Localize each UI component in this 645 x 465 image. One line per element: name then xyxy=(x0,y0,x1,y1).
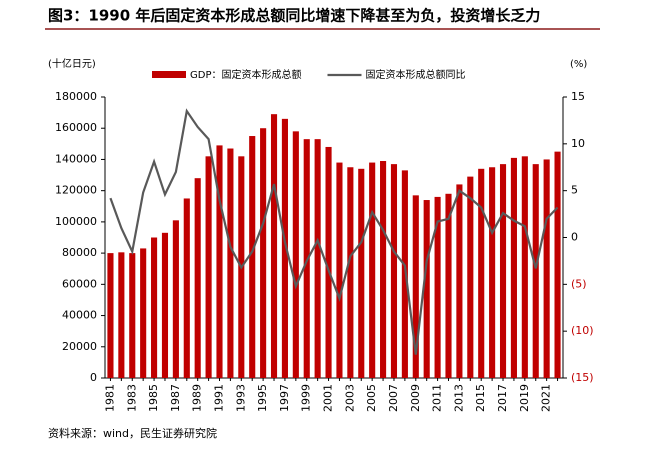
x-tick-label: 2005 xyxy=(365,384,378,412)
y2-tick-label: 10 xyxy=(571,137,585,150)
x-tick-label: 2019 xyxy=(518,384,531,412)
bar xyxy=(270,114,278,378)
bar xyxy=(510,157,517,378)
bar xyxy=(478,168,485,378)
bar xyxy=(521,156,528,378)
x-tick-label: 1983 xyxy=(125,384,138,412)
y-tick-label: 80000 xyxy=(62,246,97,259)
y-tick-label: 120000 xyxy=(55,184,97,197)
y-axis-label: (十亿日元) xyxy=(48,57,96,70)
bar xyxy=(380,161,387,378)
bar xyxy=(325,146,332,378)
bar xyxy=(445,193,452,378)
bar xyxy=(390,164,398,378)
legend-swatch xyxy=(152,71,186,78)
y-tick-label: 100000 xyxy=(55,215,97,228)
y2-tick-label: (15) xyxy=(571,371,594,384)
y2-tick-label: 15 xyxy=(571,90,585,103)
bar xyxy=(336,162,343,378)
bar xyxy=(260,128,267,378)
chart-title: 图3：1990 年后固定资本形成总额同比增速下降甚至为负，投资增长乏力 xyxy=(48,7,540,25)
bar xyxy=(172,220,179,378)
x-tick-label: 2009 xyxy=(409,384,422,412)
y2-tick-label: (10) xyxy=(571,324,594,337)
x-tick-label: 1999 xyxy=(300,384,313,412)
y-tick-label: 20000 xyxy=(62,340,97,353)
bar xyxy=(292,131,299,378)
bar xyxy=(314,139,321,378)
x-tick-label: 2017 xyxy=(496,384,509,412)
bar xyxy=(107,253,114,378)
bar xyxy=(543,159,550,378)
x-tick-label: 2013 xyxy=(452,384,465,412)
x-tick-label: 1989 xyxy=(191,384,204,412)
y2-tick-label: (5) xyxy=(571,277,587,290)
line xyxy=(109,108,559,355)
y-tick-label: 0 xyxy=(90,371,97,384)
bar xyxy=(434,196,441,378)
legend-label: 固定资本形成总额同比 xyxy=(365,68,465,81)
bar xyxy=(205,156,212,378)
y-tick-label: 160000 xyxy=(55,121,97,134)
bar xyxy=(129,253,136,378)
x-tick-label: 1997 xyxy=(278,384,291,412)
legend-label: GDP：固定资本形成总额 xyxy=(190,68,301,81)
y2-axis-label: (%) xyxy=(570,59,587,70)
bar xyxy=(227,148,234,378)
x-tick-label: 1981 xyxy=(103,384,116,412)
x-tick-label: 1985 xyxy=(147,384,160,412)
x-tick-label: 2003 xyxy=(343,384,356,412)
x-tick-label: 2011 xyxy=(431,384,444,412)
bar xyxy=(194,178,201,378)
bar xyxy=(161,232,169,378)
x-tick-label: 1991 xyxy=(213,384,226,412)
bar xyxy=(358,168,365,378)
x-tick-label: 1987 xyxy=(169,384,182,412)
bar xyxy=(456,184,463,378)
bar xyxy=(183,198,190,378)
y-tick-label: 60000 xyxy=(62,277,97,290)
x-tick-label: 2007 xyxy=(387,384,400,412)
bar xyxy=(467,176,474,378)
bar xyxy=(140,248,147,378)
y-tick-label: 40000 xyxy=(62,309,97,322)
x-tick-label: 1993 xyxy=(234,384,247,412)
y2-tick-label: 5 xyxy=(571,184,578,197)
y2-tick-label: 0 xyxy=(571,231,578,244)
bar xyxy=(118,252,125,378)
bar xyxy=(532,164,539,378)
bar xyxy=(369,162,376,378)
y-tick-label: 180000 xyxy=(55,90,97,103)
bar xyxy=(151,237,158,378)
bar xyxy=(249,136,256,378)
y-tick-label: 140000 xyxy=(55,152,97,165)
source: 资料来源：wind，民生证券研究院 xyxy=(48,426,217,440)
x-tick-label: 2015 xyxy=(474,384,487,412)
x-tick-label: 2021 xyxy=(540,384,553,412)
bar xyxy=(281,118,288,378)
x-tick-label: 1995 xyxy=(256,384,269,412)
bar xyxy=(216,145,223,378)
x-tick-label: 2001 xyxy=(322,384,335,412)
bar xyxy=(347,167,354,378)
bar xyxy=(412,195,419,378)
bar xyxy=(489,167,496,378)
bar xyxy=(499,164,507,378)
bar xyxy=(554,151,561,378)
bar xyxy=(423,200,430,378)
